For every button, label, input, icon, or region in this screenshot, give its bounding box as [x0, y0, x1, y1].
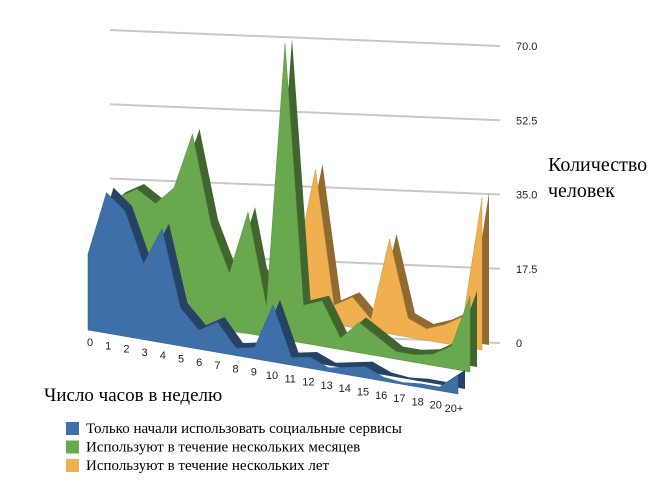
x-tick-label: 5 [178, 354, 184, 366]
x-tick-label: 20 [430, 400, 442, 412]
x-tick-label: 16 [375, 390, 387, 402]
y-tick-label: 52.5 [516, 115, 537, 127]
x-tick-label: 4 [160, 350, 166, 362]
x-tick-label: 20+ [445, 403, 464, 415]
y-tick-label: 70.0 [516, 41, 537, 53]
x-tick-label: 7 [214, 360, 220, 372]
area [87, 192, 459, 395]
x-tick-label: 0 [87, 337, 93, 349]
legend-swatch [66, 459, 79, 472]
legend-label: Используют в течение нескольких месяцев [86, 440, 360, 456]
x-tick-label: 15 [357, 387, 369, 399]
x-tick-label: 2 [123, 344, 129, 356]
area [99, 43, 471, 373]
grid-line [109, 29, 501, 47]
y-tick-label: 17.5 [516, 264, 537, 276]
x-tick-label: 10 [266, 370, 278, 382]
legend-label: Только начали использовать социальные се… [86, 421, 402, 437]
x-tick-label: 6 [196, 357, 202, 369]
y-tick-label: 35.0 [516, 190, 537, 202]
x-axis-label: Число часов в неделю [44, 385, 222, 406]
x-tick-label: 14 [339, 383, 351, 395]
legend-label: Используют в течение нескольких лет [86, 458, 329, 474]
x-tick-label: 13 [320, 380, 332, 392]
x-tick-label: 9 [251, 367, 257, 379]
legend-swatch [66, 440, 79, 454]
legend-swatch [66, 422, 79, 435]
y-axis-label: Количество человек [548, 154, 647, 202]
grid-line [109, 177, 501, 196]
x-tick-label: 1 [105, 340, 111, 352]
x-tick-label: 12 [302, 377, 314, 389]
x-tick-label: 11 [284, 373, 295, 385]
x-tick-label: 3 [142, 347, 148, 359]
x-tick-label: 17 [393, 393, 405, 405]
grid-line [109, 103, 501, 122]
x-tick-label: 18 [411, 396, 423, 408]
x-tick-label: 8 [233, 363, 239, 375]
y-tick-label: 0 [516, 338, 522, 350]
